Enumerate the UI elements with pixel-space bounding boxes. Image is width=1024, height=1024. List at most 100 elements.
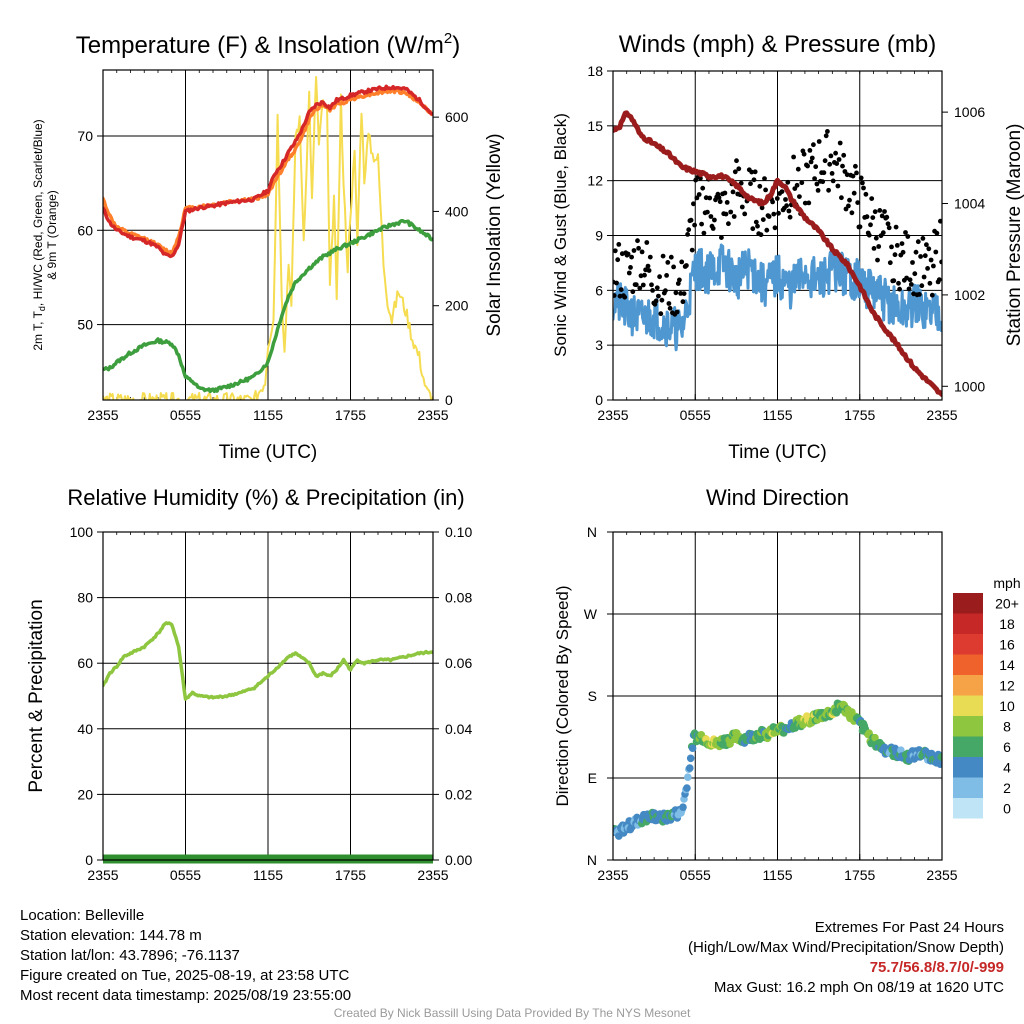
gust-point xyxy=(692,222,697,228)
gust-point xyxy=(675,281,681,286)
gust-point xyxy=(647,254,653,260)
legend-swatch xyxy=(953,757,983,778)
x-tick-label: 1755 xyxy=(335,407,366,423)
gust-point xyxy=(880,230,886,236)
gust-point xyxy=(863,191,869,197)
y-tick-label: 50 xyxy=(77,317,93,333)
temp-series-line xyxy=(103,87,433,255)
gust-point xyxy=(663,288,668,294)
legend-swatch xyxy=(953,613,983,634)
y-right-tick-label: 0.06 xyxy=(445,655,472,671)
gust-point xyxy=(811,142,816,148)
gust-point xyxy=(891,278,897,284)
x-tick-label: 1155 xyxy=(762,867,792,883)
y-label-line1: 2m T, Td, HI/WC (Red, Green, Scarlet/Blu… xyxy=(31,119,47,350)
wind-speed-line xyxy=(613,243,942,352)
gust-point xyxy=(905,234,911,239)
gust-point xyxy=(772,225,778,231)
gust-point xyxy=(758,232,764,238)
gust-point xyxy=(614,280,619,286)
gust-point xyxy=(807,148,813,153)
legend-swatch xyxy=(953,695,983,716)
gust-point xyxy=(653,298,659,304)
y-label-part: , HI/WC (Red, Green, Scarlet/Blue) xyxy=(31,119,45,306)
gust-point xyxy=(847,197,852,203)
gust-point xyxy=(808,159,814,165)
direction-point xyxy=(688,744,697,752)
gust-point xyxy=(689,247,695,253)
y-tick-label: 60 xyxy=(77,655,93,671)
legend-swatch xyxy=(953,716,983,737)
gust-point xyxy=(642,272,647,278)
gust-point xyxy=(677,277,682,283)
direction-point xyxy=(897,746,905,754)
gust-point xyxy=(815,188,821,193)
gust-point xyxy=(882,209,887,214)
gust-point xyxy=(752,169,758,175)
temp-series-line xyxy=(103,76,433,400)
y-right-tick-label: 1006 xyxy=(954,104,985,120)
gust-point xyxy=(828,153,834,159)
gust-point xyxy=(628,265,633,270)
plot-frame xyxy=(102,531,434,861)
gust-point xyxy=(929,292,935,298)
gust-point xyxy=(879,213,885,219)
gust-point xyxy=(771,211,777,217)
gust-point xyxy=(906,286,912,292)
gust-point xyxy=(841,152,847,158)
y-tick-label: E xyxy=(588,770,597,786)
gust-point xyxy=(835,183,841,189)
gust-point xyxy=(840,163,845,169)
y-tick-label: N xyxy=(587,852,597,868)
gust-point xyxy=(912,271,918,277)
gust-point xyxy=(821,170,827,176)
x-tick-label: 1755 xyxy=(844,407,875,423)
gust-point xyxy=(799,180,805,186)
gust-point xyxy=(640,282,646,288)
gust-point xyxy=(873,235,879,241)
gust-point xyxy=(660,253,666,259)
gust-point xyxy=(696,192,702,197)
x-tick-label: 0555 xyxy=(680,407,711,423)
gust-point xyxy=(668,254,674,260)
gust-point xyxy=(868,222,873,228)
gust-point xyxy=(742,211,748,217)
gust-point xyxy=(657,274,662,280)
gust-point xyxy=(784,203,789,209)
gust-point xyxy=(699,221,704,227)
gust-point xyxy=(678,291,683,296)
gust-point xyxy=(833,150,838,156)
gust-point xyxy=(750,226,756,232)
y-tick-label: S xyxy=(588,688,597,704)
gust-point xyxy=(703,195,709,201)
y-axis-label-left: Percent & Precipitation xyxy=(26,599,47,792)
gust-point xyxy=(827,161,833,167)
gust-point xyxy=(734,158,739,164)
gust-point xyxy=(770,199,775,205)
gust-point xyxy=(708,214,714,219)
gust-point xyxy=(857,224,863,230)
legend-label: 2 xyxy=(1003,780,1011,796)
direction-point xyxy=(871,733,879,742)
x-tick-label: 0555 xyxy=(170,407,201,423)
gust-point xyxy=(866,232,872,238)
y-tick-label: 60 xyxy=(77,222,93,238)
gust-point xyxy=(919,283,925,289)
gust-point xyxy=(617,293,623,299)
y-tick-label: 100 xyxy=(70,524,94,540)
gust-point xyxy=(732,169,738,175)
direction-point xyxy=(936,760,942,768)
y-tick-label: 12 xyxy=(587,173,603,189)
gust-point xyxy=(684,263,689,268)
direction-point xyxy=(937,753,942,761)
gust-point xyxy=(757,183,763,189)
gust-point xyxy=(618,287,624,292)
gust-point xyxy=(795,166,801,172)
elevation-text: Station elevation: 144.78 m xyxy=(20,927,202,944)
legend-label: 0 xyxy=(1003,800,1011,816)
gust-point xyxy=(776,210,781,216)
gust-point xyxy=(787,214,793,220)
gust-point xyxy=(755,223,760,229)
y-right-tick-label: 400 xyxy=(445,203,469,219)
